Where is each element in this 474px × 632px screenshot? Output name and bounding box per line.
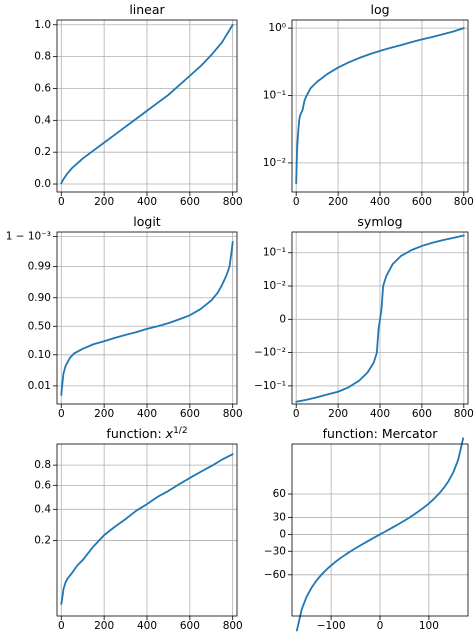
y-tick-label: 0.4 bbox=[34, 114, 51, 126]
x-tick-label: 800 bbox=[223, 408, 243, 420]
x-tick-label: 100 bbox=[419, 620, 439, 632]
x-tick-label: 0 bbox=[58, 408, 65, 420]
y-tick-label: 1 − 10⁻³ bbox=[6, 231, 51, 243]
panel-title: symlog bbox=[357, 214, 402, 229]
y-tick-label: −60 bbox=[264, 569, 286, 581]
y-tick-label: 10⁻² bbox=[263, 157, 286, 169]
series-line bbox=[60, 241, 234, 396]
panel-title: linear bbox=[129, 2, 165, 17]
series-line bbox=[295, 437, 465, 632]
x-tick-label: 600 bbox=[180, 196, 200, 208]
y-tick-label: −30 bbox=[264, 545, 286, 557]
x-tick-label: 0 bbox=[377, 620, 384, 632]
panel-title-base: x bbox=[165, 426, 174, 441]
subplot-function-sqrt: 0 200 400 600 800 0.2 0.4 0.6 0.8 function: x1/2 bbox=[34, 426, 242, 632]
y-tick-label: 0 bbox=[279, 528, 286, 540]
x-tick-label: 800 bbox=[454, 408, 474, 420]
x-tick-label: 600 bbox=[180, 408, 200, 420]
series-line bbox=[60, 23, 234, 185]
x-tick-label: 200 bbox=[94, 196, 114, 208]
y-tick-label: 0.6 bbox=[34, 82, 51, 94]
y-tick-label: 0.01 bbox=[28, 380, 51, 392]
series-line bbox=[295, 27, 465, 185]
panel-title: log bbox=[370, 2, 389, 17]
x-tick-label: 0 bbox=[58, 196, 65, 208]
y-tick-label: 30 bbox=[273, 512, 286, 524]
x-tick-label: 600 bbox=[412, 408, 432, 420]
x-tick-label: 400 bbox=[370, 196, 390, 208]
x-tick-label: −100 bbox=[317, 620, 346, 632]
y-tick-label: 0.99 bbox=[28, 261, 51, 273]
panel-title: function: x1/2 bbox=[106, 426, 187, 441]
series-line bbox=[295, 234, 465, 403]
y-tick-label: 10⁰ bbox=[268, 22, 286, 34]
y-tick-label: 1.0 bbox=[34, 19, 51, 31]
y-tick-label: 0.50 bbox=[28, 320, 51, 332]
subplot-log: 0 200 400 600 800 10⁻² 10⁻¹ 10⁰ log bbox=[263, 2, 474, 208]
x-tick-label: 800 bbox=[223, 620, 243, 632]
x-tick-label: 400 bbox=[137, 196, 157, 208]
y-tick-label: 0 bbox=[279, 313, 286, 325]
panel-title: logit bbox=[133, 214, 161, 229]
y-tick-label: 10⁻² bbox=[263, 280, 286, 292]
x-tick-label: 200 bbox=[328, 196, 348, 208]
y-tick-label: 0.0 bbox=[34, 178, 51, 190]
panel-title: function: Mercator bbox=[323, 426, 439, 441]
x-tick-label: 600 bbox=[180, 620, 200, 632]
x-tick-label: 400 bbox=[137, 620, 157, 632]
x-tick-label: 200 bbox=[94, 408, 114, 420]
panel-title-exponent: 1/2 bbox=[173, 426, 187, 436]
subplot-logit: 0 200 400 600 800 0.01 0.10 0.50 0.90 0.99 1 − 10⁻… bbox=[6, 214, 243, 420]
x-tick-label: 400 bbox=[137, 408, 157, 420]
x-tick-label: 800 bbox=[454, 196, 474, 208]
y-tick-label: 10⁻¹ bbox=[263, 90, 286, 102]
y-tick-label: −10⁻¹ bbox=[254, 380, 286, 392]
y-tick-label: −10⁻² bbox=[254, 347, 286, 359]
y-tick-label: 0.8 bbox=[34, 459, 51, 471]
x-tick-label: 600 bbox=[412, 196, 432, 208]
subplot-symlog: 0 200 400 600 800 −10⁻¹ −10⁻² 0 10⁻² 10⁻¹ symlog bbox=[254, 214, 474, 420]
y-tick-label: 10⁻¹ bbox=[263, 247, 286, 259]
y-tick-label: 0.8 bbox=[34, 51, 51, 63]
subplot-function-mercator: −100 0 100 −60 −30 0 30 60 function: Mercator bbox=[264, 426, 469, 632]
subplot-linear: 0 200 400 600 800 0.0 0.2 0.4 0.6 0.8 1.0 linear bbox=[34, 2, 242, 208]
y-tick-label: 0.4 bbox=[34, 503, 51, 515]
x-tick-label: 200 bbox=[328, 408, 348, 420]
y-tick-label: 0.6 bbox=[34, 479, 51, 491]
x-tick-label: 0 bbox=[293, 408, 300, 420]
x-tick-label: 200 bbox=[94, 620, 114, 632]
y-tick-label: 0.2 bbox=[34, 535, 51, 547]
series-line bbox=[60, 453, 234, 605]
x-tick-label: 0 bbox=[58, 620, 65, 632]
x-tick-label: 800 bbox=[223, 196, 243, 208]
x-tick-label: 400 bbox=[370, 408, 390, 420]
panel-title-text: function: bbox=[106, 426, 165, 441]
y-tick-label: 60 bbox=[273, 488, 286, 500]
x-tick-label: 0 bbox=[293, 196, 300, 208]
y-tick-label: 0.2 bbox=[34, 146, 51, 158]
y-tick-label: 0.90 bbox=[28, 292, 51, 304]
y-tick-label: 0.10 bbox=[28, 349, 51, 361]
